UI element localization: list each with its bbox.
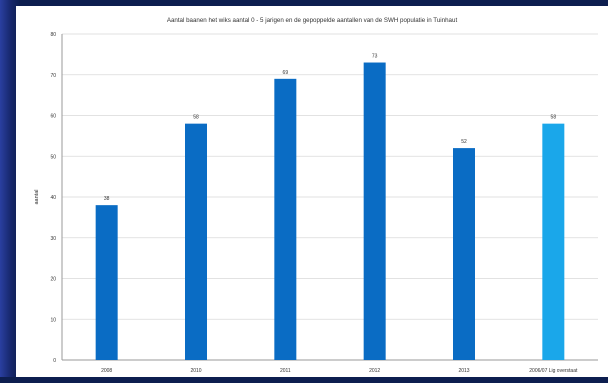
x-tick-label-0: 2008 bbox=[101, 368, 112, 374]
bar-2010 bbox=[185, 123, 207, 361]
y-tick-label-40: 40 bbox=[50, 195, 56, 201]
y-tick-label-50: 50 bbox=[50, 154, 56, 160]
y-tick-label-60: 60 bbox=[50, 114, 56, 120]
y-tick-labels: 0 10 20 30 40 50 60 70 80 bbox=[50, 32, 56, 364]
gridlines bbox=[62, 33, 598, 320]
data-label-4: 52 bbox=[461, 139, 467, 145]
bar-2012 bbox=[363, 62, 386, 361]
data-label-3: 73 bbox=[372, 54, 378, 60]
bar-2011 bbox=[274, 78, 297, 360]
bar-2008 bbox=[95, 205, 118, 360]
chart-panel: Aantal baanen het wiks aantal 0 - 5 jari… bbox=[16, 6, 608, 378]
x-tick-labels: 2008 2010 2011 2012 2013 2006/07 Lig overstaa… bbox=[101, 368, 578, 374]
bars bbox=[95, 62, 565, 361]
bottom-frame-bar bbox=[0, 377, 608, 383]
y-tick-label-0: 0 bbox=[53, 358, 56, 364]
data-label-5: 58 bbox=[551, 115, 557, 121]
data-label-0: 38 bbox=[104, 196, 110, 202]
bar-2006-07-lig-overstaat bbox=[542, 123, 565, 361]
y-tick-label-20: 20 bbox=[50, 277, 56, 283]
x-tick-label-2: 2011 bbox=[280, 368, 291, 374]
x-tick-label-5: 2006/07 Lig overstaat bbox=[529, 368, 578, 374]
left-decorative-stripe bbox=[0, 0, 20, 383]
y-tick-label-10: 10 bbox=[50, 317, 56, 323]
x-tick-label-3: 2012 bbox=[369, 368, 380, 374]
y-tick-label-30: 30 bbox=[50, 236, 56, 242]
data-label-2: 69 bbox=[283, 70, 289, 76]
y-axis-label: aantal bbox=[34, 190, 40, 205]
x-tick-label-1: 2010 bbox=[190, 368, 201, 374]
data-label-1: 58 bbox=[193, 115, 199, 121]
y-tick-label-70: 70 bbox=[50, 73, 56, 79]
data-labels: 38 58 69 73 52 58 bbox=[104, 54, 556, 203]
y-tick-label-80: 80 bbox=[50, 32, 56, 38]
bar-chart: Aantal baanen het wiks aantal 0 - 5 jari… bbox=[34, 17, 598, 374]
bar-2013 bbox=[453, 148, 475, 360]
chart-title: Aantal baanen het wiks aantal 0 - 5 jari… bbox=[167, 17, 458, 24]
axes bbox=[61, 34, 598, 361]
x-tick-label-4: 2013 bbox=[458, 368, 469, 374]
